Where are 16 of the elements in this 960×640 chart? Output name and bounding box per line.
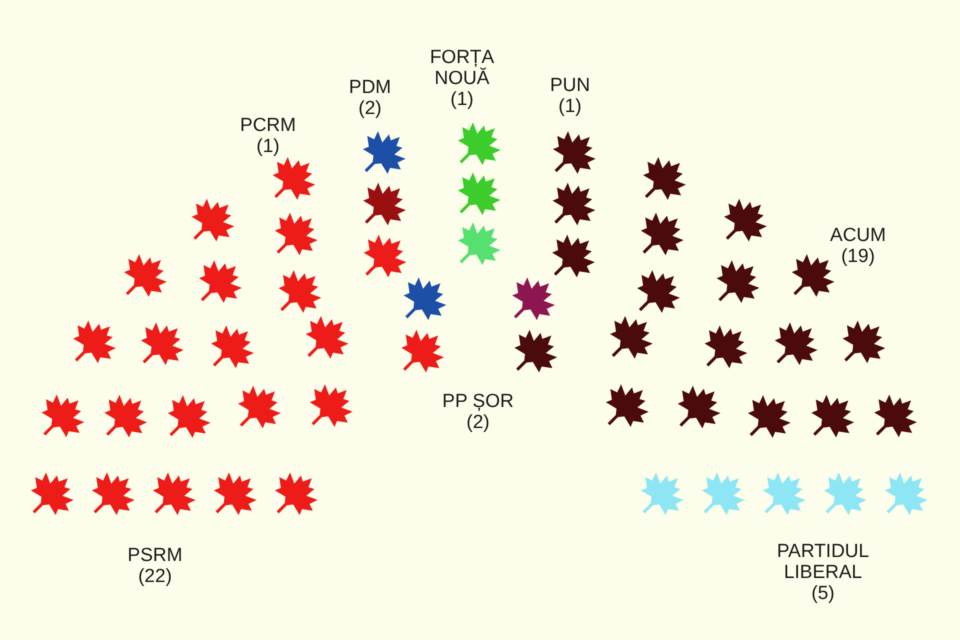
category-label: PCRM [240,115,296,136]
data-label: (19) [841,246,875,267]
data-label: (1) [558,96,582,117]
category-label: ACUM [830,225,886,246]
category-label: PSRM [128,545,182,566]
data-label: (5) [811,583,835,604]
data-label: (2) [358,98,382,119]
category-label: PARTIDUL LIBERAL [776,541,870,583]
category-label: PP ȘOR [442,391,514,412]
category-label: PUN [550,75,590,96]
category-label: PDM [348,77,392,98]
data-label: (1) [450,89,474,110]
data-label: (2) [466,412,490,433]
data-label: (1) [256,136,280,157]
data-label: (22) [138,566,172,587]
category-label: FORȚA NOUĂ [430,47,495,89]
